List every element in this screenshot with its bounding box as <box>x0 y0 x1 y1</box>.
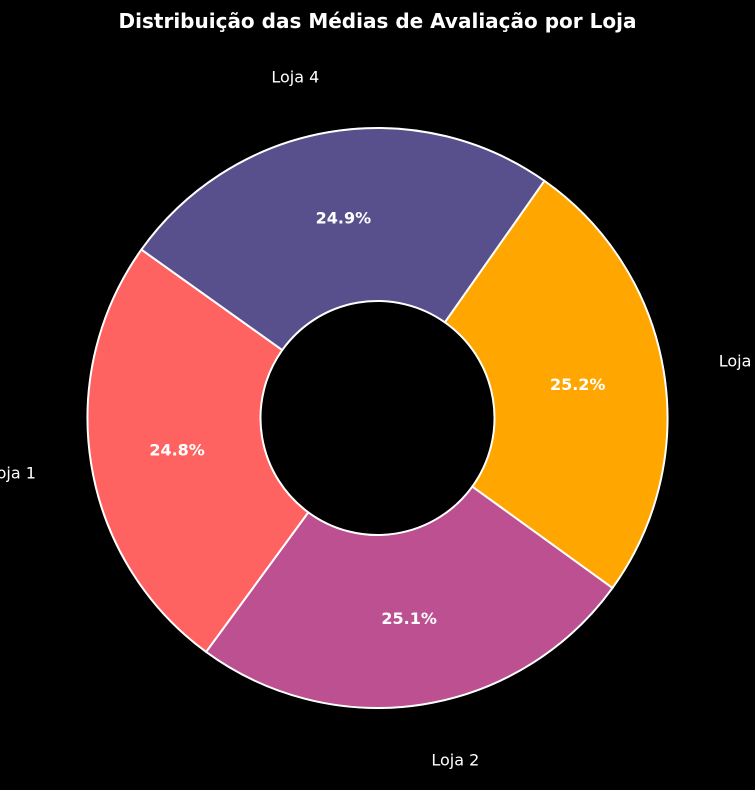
category-label-loja-4: Loja 4 <box>271 67 319 86</box>
slice-loja-4 <box>140 127 546 352</box>
percent-label-loja-1: 24.8% <box>149 441 205 460</box>
slice-labels: Loja 1 24.8% Loja 2 25.1% Loja 3 25.2% Loja 4 2… <box>0 67 755 769</box>
slice-loja-3 <box>443 179 669 589</box>
category-label-loja-3: Loja 3 <box>719 351 755 370</box>
donut-slices <box>86 127 669 709</box>
chart-title: Distribuição das Médias de Avaliação por… <box>119 9 637 33</box>
percent-label-loja-2: 25.1% <box>381 609 437 628</box>
percent-label-loja-4: 24.9% <box>316 208 372 227</box>
percent-label-loja-3: 25.2% <box>550 375 606 394</box>
category-label-loja-1: Loja 1 <box>0 463 36 482</box>
slice-loja-1 <box>86 248 310 653</box>
slice-loja-2 <box>205 485 614 709</box>
category-label-loja-2: Loja 2 <box>431 750 479 769</box>
